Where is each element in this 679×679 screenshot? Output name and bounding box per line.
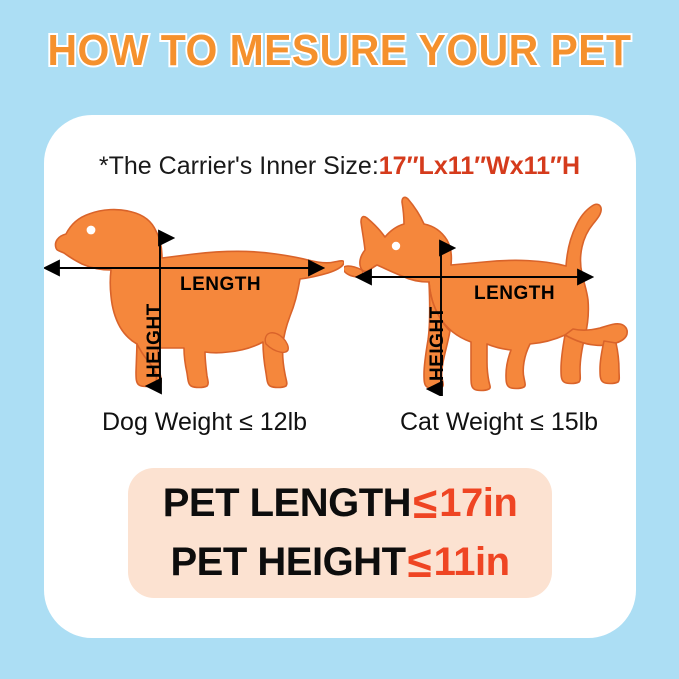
dog-silhouette-icon <box>54 208 344 389</box>
cat-weight-caption: Cat Weight ≤ 15lb <box>400 408 599 436</box>
cat-silhouette-icon <box>344 196 628 392</box>
summary-length-value: 17in <box>439 481 518 525</box>
summary-height-operator: ≤ <box>407 537 432 587</box>
dog-diagram: LENGTH HEIGHT <box>44 196 344 396</box>
dog-length-label: LENGTH <box>180 274 262 295</box>
dog-weight-caption: Dog Weight ≤ 12lb <box>102 408 308 436</box>
inner-size-dimensions: 17″Lx11″Wx11″H <box>378 152 581 180</box>
cat-length-label: LENGTH <box>474 283 556 304</box>
page-title: HOW TO MESURE YOUR PET <box>46 24 633 77</box>
inner-size-prefix: *The Carrier's Inner Size: <box>98 152 379 180</box>
summary-length-label: PET LENGTH <box>162 481 412 525</box>
summary-height-value: 11in <box>433 540 510 584</box>
cat-diagram: LENGTH HEIGHT <box>344 186 644 396</box>
summary-height-label: PET HEIGHT <box>170 540 406 584</box>
summary-length-operator: ≤ <box>413 478 438 528</box>
summary-row-height: PET HEIGHT ≤ 11in <box>128 533 552 592</box>
summary-row-length: PET LENGTH ≤ 17in <box>128 474 552 533</box>
carrier-inner-size-note: *The Carrier's Inner Size:17″Lx11″Wx11″H <box>0 152 679 181</box>
cat-height-label: HEIGHT <box>427 306 448 381</box>
dog-height-label: HEIGHT <box>144 303 165 378</box>
pet-size-summary-box: PET LENGTH ≤ 17in PET HEIGHT ≤ 11in <box>128 468 552 598</box>
